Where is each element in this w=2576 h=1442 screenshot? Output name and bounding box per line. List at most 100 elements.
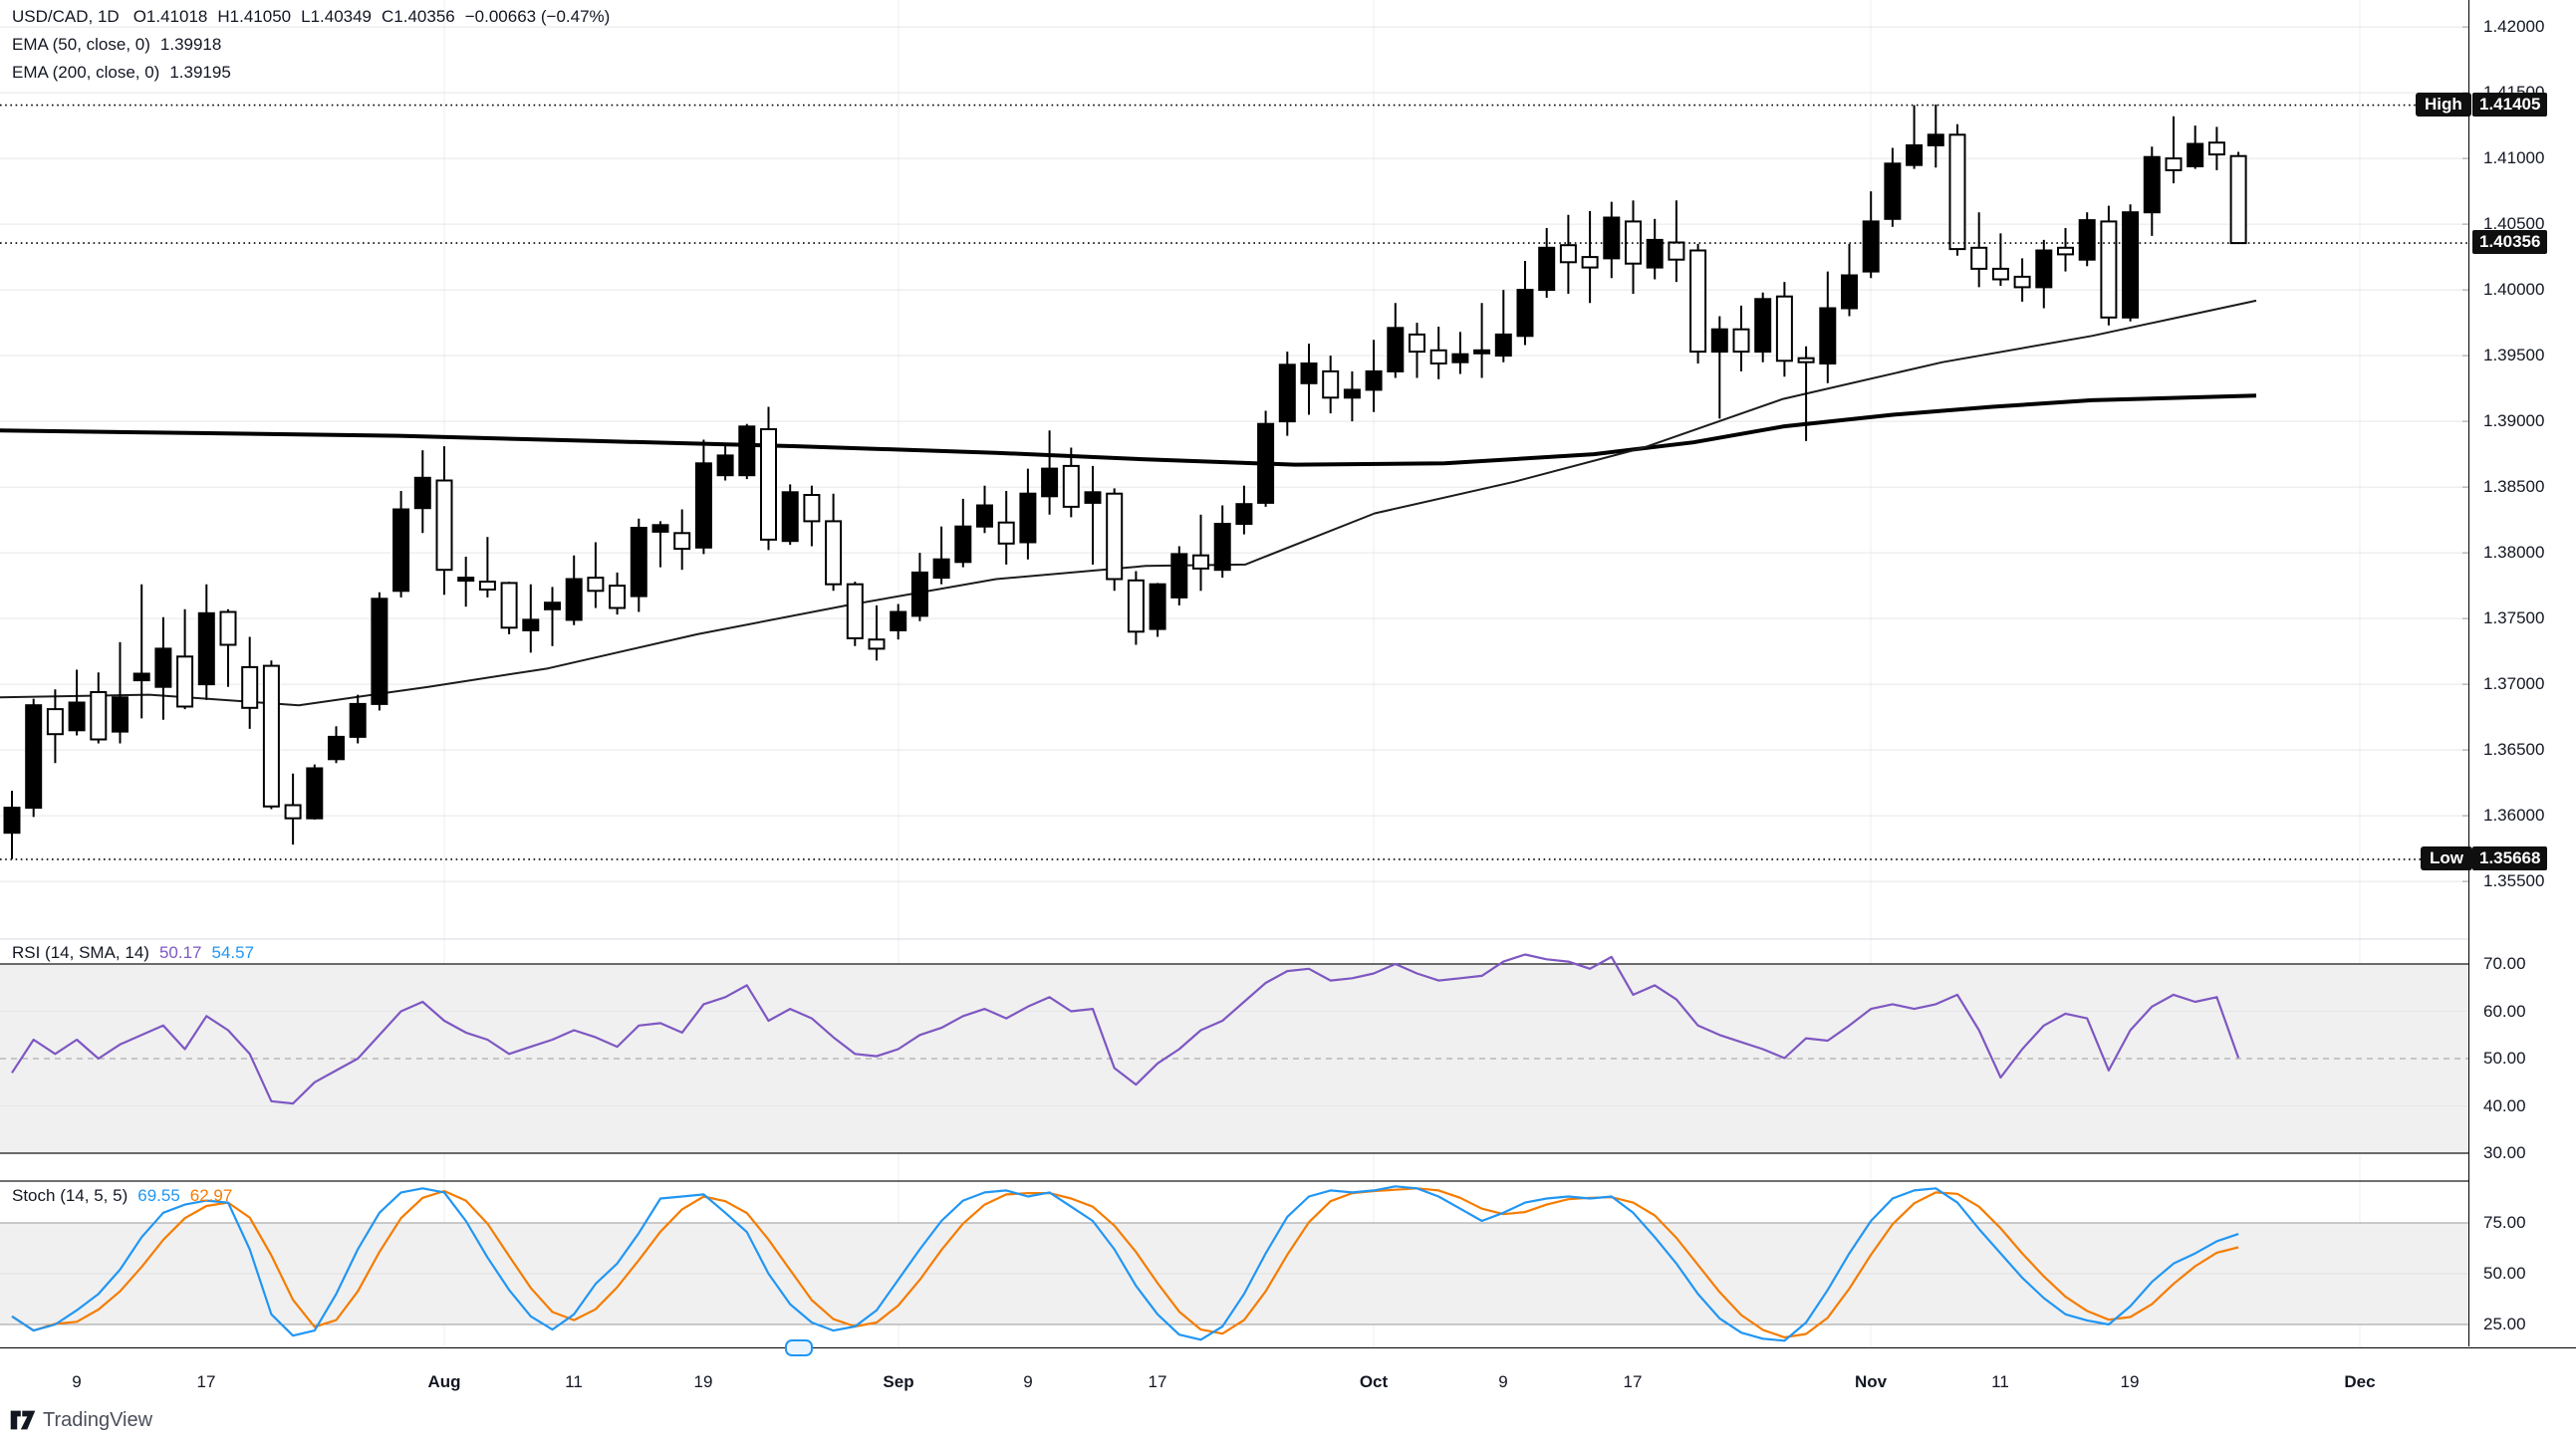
candle [1906,105,1924,169]
ohlc-low: L1.40349 [301,7,373,26]
candle [738,423,756,480]
ema50-legend[interactable]: EMA (50, close, 0) 1.39918 [12,34,221,56]
candle [1409,323,1425,378]
candle [1819,271,1837,383]
ema50-value: 1.39918 [159,35,222,54]
price-axis-label: 1.40500 [2483,214,2545,234]
candle [112,641,129,744]
candle [328,726,345,764]
chart-canvas[interactable] [0,0,2468,1347]
candle [803,485,821,547]
ohlc-high: H1.41050 [217,7,292,26]
time-axis-label: Dec [2344,1372,2376,1391]
rsi-sma-value: 54.57 [211,943,255,962]
time-axis-label: 11 [1991,1372,2009,1391]
candle [306,764,324,820]
candle [1365,340,1383,412]
candle [2013,258,2031,302]
candle [565,555,583,625]
candle [435,446,453,596]
high-label: High [2425,94,2462,114]
stoch-legend[interactable]: Stoch (14, 5, 5) 69.55 62.97 [12,1185,232,1207]
price-axis[interactable]: 1.420001.415001.410001.405001.400001.395… [2468,0,2576,1346]
ema50-label[interactable]: EMA (50, close, 0) [12,35,150,54]
candle [781,484,799,546]
low-price-value: 1.35668 [2479,847,2541,867]
candle [262,660,280,810]
candle [1343,370,1361,422]
candle [1019,468,1037,560]
candle [2207,126,2225,170]
candle [1581,210,1599,304]
price-pane[interactable] [0,0,2468,939]
stoch-d-value: 62.97 [189,1186,233,1205]
candle [1884,147,1902,227]
candle [1927,104,1944,168]
candle [932,526,950,585]
candle [1646,218,1664,280]
candle [630,518,647,612]
candle [349,694,367,744]
candle [154,616,172,720]
ohlc-open: O1.41018 [132,7,208,26]
price-axis-label: 1.38000 [2483,543,2545,563]
rsi-legend[interactable]: RSI (14, SMA, 14) 50.17 54.57 [12,942,254,964]
candle [694,439,712,555]
symbol-legend[interactable]: USD/CAD, 1D O1.41018 H1.41050 L1.40349 C1.40… [12,6,610,28]
candle [1170,546,1188,605]
candle [25,698,43,818]
rsi-pane[interactable] [0,941,2468,1181]
candle [457,557,475,607]
stoch-axis-label: 50.00 [2483,1264,2526,1283]
candle [2165,116,2183,184]
candle [651,521,669,568]
candle [976,485,993,534]
ema200-legend[interactable]: EMA (200, close, 0) 1.39195 [12,62,231,84]
ema200-label[interactable]: EMA (200, close, 0) [12,63,160,82]
candle [1732,305,1750,371]
tradingview-watermark[interactable]: TradingView [10,1408,152,1432]
rsi-axis-label: 40.00 [2483,1095,2526,1115]
candle [997,491,1015,565]
time-axis-label: 17 [1623,1372,1643,1391]
candle [846,582,864,646]
candle [132,584,150,719]
candle [760,406,777,551]
time-axis-label: 9 [72,1372,82,1391]
price-axis-label: 1.37000 [2483,674,2545,694]
candle [1797,346,1815,441]
price-axis-label: 1.37500 [2483,608,2545,628]
price-axis-label: 1.36500 [2483,740,2545,760]
candle [716,443,734,481]
stoch-label[interactable]: Stoch (14, 5, 5) [12,1186,129,1205]
candle [1754,292,1772,362]
candle [1559,214,1577,294]
candle [1948,123,1966,256]
price-axis-label: 1.42000 [2483,17,2545,37]
axis-event-marker-icon[interactable] [785,1339,813,1356]
tradingview-label: TradingView [43,1408,153,1431]
stoch-pane[interactable] [0,1181,2468,1346]
candle [219,608,237,687]
candle [2078,212,2096,267]
low-price-badge: 1.35668 [2472,845,2548,870]
low-label: Low [2430,847,2463,867]
symbol-title[interactable]: USD/CAD, 1D [12,7,120,26]
candle [90,672,108,744]
time-axis[interactable]: 9 17 Aug 11 19 Sep 9 17 Oct 9 17 Nov 11 19 Dec [0,1347,2576,1408]
high-price-value: 1.41405 [2479,94,2541,114]
time-axis-label: 19 [2120,1372,2140,1391]
candle [413,450,431,534]
candle [2035,239,2053,309]
rsi-axis-label: 60.00 [2483,1001,2526,1021]
high-label-pill: High [2416,92,2471,117]
candle [544,587,561,646]
candle [522,584,540,653]
tradingview-logo-icon [10,1410,36,1430]
candle [392,491,410,598]
candle [868,604,886,661]
candle [1473,303,1491,378]
candle [1970,212,1988,288]
rsi-label[interactable]: RSI (14, SMA, 14) [12,943,149,962]
